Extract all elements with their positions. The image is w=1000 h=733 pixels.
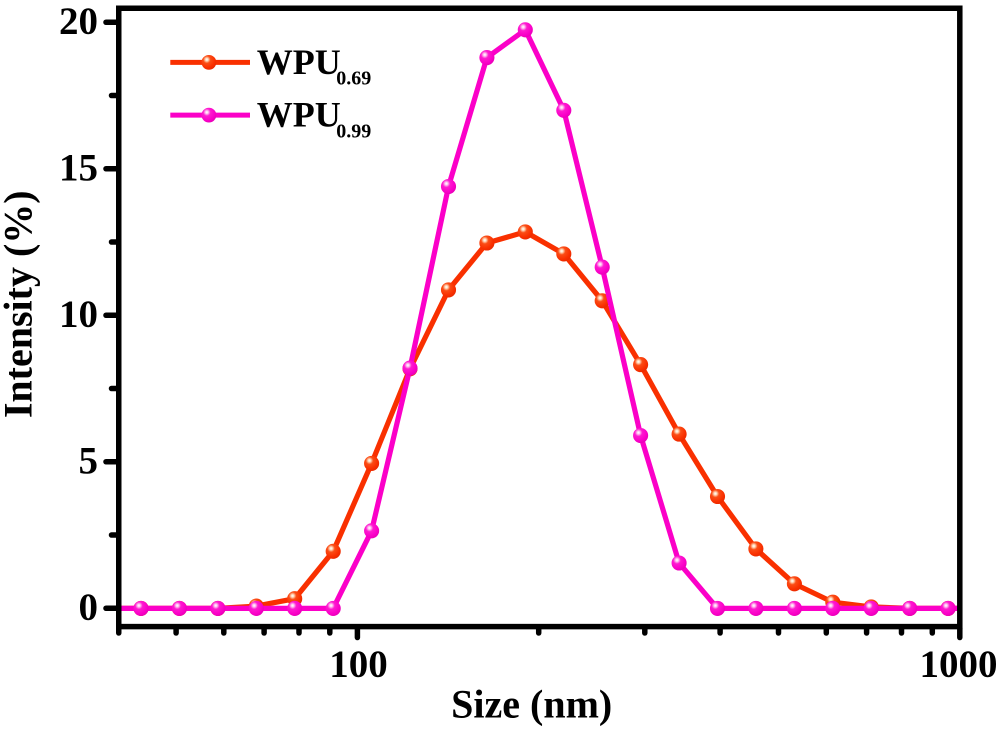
- svg-text:10: 10: [59, 293, 98, 336]
- svg-text:100: 100: [329, 643, 388, 686]
- svg-text:Intensity (%): Intensity (%): [0, 190, 40, 418]
- svg-text:20: 20: [59, 0, 98, 43]
- svg-text:0: 0: [79, 586, 99, 629]
- svg-text:1000: 1000: [920, 643, 998, 686]
- svg-text:Size (nm): Size (nm): [451, 682, 612, 727]
- svg-text:15: 15: [59, 147, 98, 190]
- svg-text:5: 5: [79, 440, 99, 483]
